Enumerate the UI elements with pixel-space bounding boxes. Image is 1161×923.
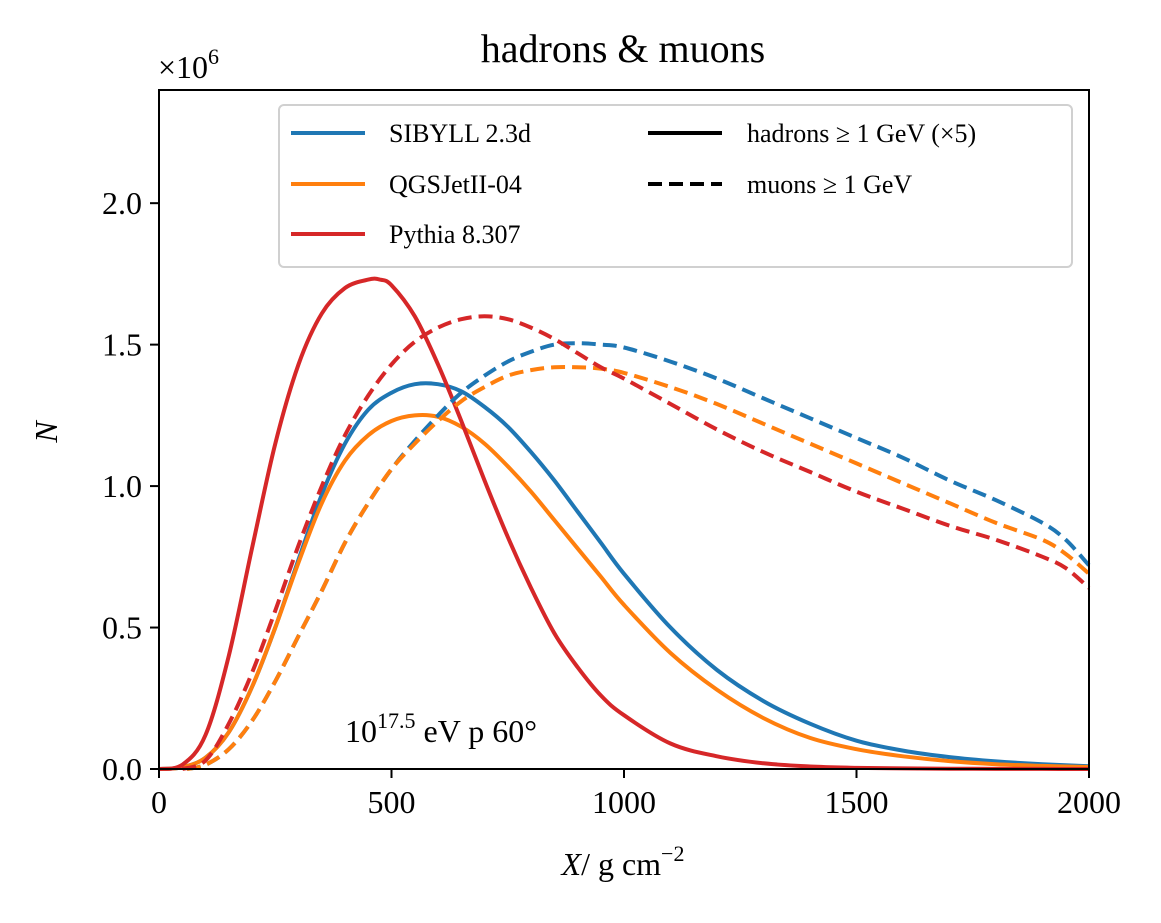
x-axis-label: X/ g cm−2 (560, 841, 685, 882)
series-line-qgsjetii-04-hadrons (158, 412, 1090, 771)
energy-base: 10 (345, 713, 377, 749)
chart-title: hadrons & muons (481, 26, 765, 71)
x-axis-label-var: X (560, 846, 583, 882)
energy-rest: eV p 60° (416, 713, 538, 749)
x-tick-label: 2000 (1057, 784, 1121, 820)
y-tick-label: 2.0 (102, 185, 142, 221)
y-offset-base: ×10 (158, 49, 208, 85)
x-tick-label: 500 (368, 784, 416, 820)
x-axis-label-exponent: −2 (661, 841, 684, 866)
series-line-pythia-8-307-hadrons (158, 276, 1090, 771)
x-tick-label: 1000 (592, 784, 656, 820)
series-line-qgsjetii-04-muons (186, 365, 1091, 771)
y-tick-label: 1.0 (102, 468, 142, 504)
series-lines (158, 276, 1091, 771)
y-axis-label: N (28, 420, 64, 444)
legend: SIBYLL 2.3d QGSJetII-04 Pythia 8.307 had… (278, 104, 1073, 268)
y-offset-label: ×106 (158, 44, 219, 85)
x-tick-label: 1500 (825, 784, 889, 820)
legend-label-hadrons: hadrons ≥ 1 GeV (×5) (747, 119, 976, 148)
plot-frame (158, 89, 1090, 770)
y-tick-label: 0.5 (102, 610, 142, 646)
y-offset-exponent: 6 (208, 44, 219, 69)
legend-label-muons: muons ≥ 1 GeV (747, 170, 912, 199)
legend-label-sibyll: SIBYLL 2.3d (389, 119, 531, 148)
x-axis-label-unit: / g cm (581, 846, 661, 882)
y-tick-label: 1.5 (102, 327, 142, 363)
y-axis-ticks: 0.0 0.5 1.0 1.5 2.0 (102, 185, 159, 787)
legend-label-pythia: Pythia 8.307 (389, 220, 520, 249)
x-axis-ticks: 0 500 1000 1500 2000 (151, 769, 1121, 820)
legend-label-qgsjet: QGSJetII-04 (389, 170, 522, 199)
series-line-pythia-8-307-muons (181, 314, 1091, 771)
energy-annotation: 1017.5 eV p 60° (345, 708, 537, 749)
energy-exponent: 17.5 (377, 708, 416, 733)
y-tick-label: 0.0 (102, 751, 142, 787)
x-tick-label: 0 (151, 784, 167, 820)
